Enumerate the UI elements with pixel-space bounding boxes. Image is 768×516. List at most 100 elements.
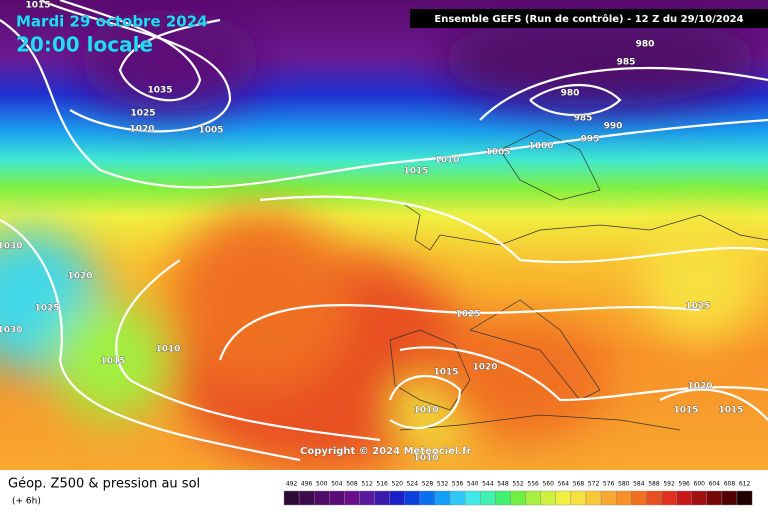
isobar-label: 985 (617, 58, 636, 68)
isobar-label: 990 (604, 122, 623, 132)
legend-label: 524 (407, 481, 419, 488)
legend-swatch (359, 490, 375, 506)
legend-swatch (736, 490, 753, 506)
isobar-label: 1015 (433, 368, 458, 378)
copyright: Copyright © 2024 Meteociel.fr (300, 446, 471, 457)
isobar-label: 980 (561, 89, 580, 99)
legend-label: 556 (527, 481, 539, 488)
isobar-label: 1020 (129, 125, 154, 135)
isobar-label: 1030 (0, 242, 23, 252)
legend-swatch (434, 490, 451, 506)
color-legend: 492 496 500 504 508 512 516 520 524 528 532 536 540 5… (283, 481, 753, 506)
legend-swatch (283, 490, 300, 506)
legend-label: 608 (724, 481, 736, 488)
legend-swatch (585, 490, 602, 506)
isobar-label: 1005 (485, 148, 510, 158)
legend-label: 576 (603, 481, 615, 488)
field-blobs (0, 10, 760, 470)
legend-swatch (616, 490, 632, 506)
isobars (0, 0, 768, 460)
legend-label: 528 (422, 481, 434, 488)
legend-label: 580 (618, 481, 630, 488)
legend-label: 520 (392, 481, 404, 488)
legend-swatch (480, 490, 496, 506)
isobar-label: 985 (574, 114, 593, 124)
isobar-label: 1005 (198, 126, 223, 136)
footer-title: Géop. Z500 & pression au sol (8, 477, 200, 492)
legend-label: 536 (452, 481, 464, 488)
legend-swatch (465, 490, 481, 506)
legend-swatch (570, 490, 587, 506)
isobar-label: 1020 (472, 363, 497, 373)
isobar-label: 1010 (413, 406, 438, 416)
legend-swatch (600, 490, 617, 506)
legend-swatch (646, 490, 662, 506)
legend-swatch (525, 490, 541, 506)
forecast-lead: (+ 6h) (12, 497, 41, 507)
legend-label: 532 (437, 481, 449, 488)
isobar-label: 1010 (155, 345, 180, 355)
legend-label: 584 (633, 481, 645, 488)
legend-swatch (314, 490, 330, 506)
legend-label: 568 (573, 481, 585, 488)
isobar-label: 1015 (718, 406, 743, 416)
legend-swatch (676, 490, 692, 506)
legend-swatch (344, 490, 360, 506)
local-time: 20:00 locale (16, 33, 153, 57)
legend-swatch (555, 490, 572, 506)
legend-label: 604 (709, 481, 721, 488)
legend-label: 492 (286, 481, 298, 488)
legend-label: 512 (361, 481, 373, 488)
legend-swatch (691, 490, 708, 506)
legend-swatch (374, 490, 390, 506)
legend-swatch (721, 490, 738, 506)
isobar-label: 1015 (25, 1, 50, 11)
legend-swatch (329, 490, 345, 506)
legend-label: 548 (497, 481, 509, 488)
legend-label: 496 (301, 481, 313, 488)
legend-label: 612 (739, 481, 751, 488)
isobar-label: 1025 (685, 302, 710, 312)
date-title: Mardi 29 octobre 2024 (16, 13, 208, 31)
legend-swatch (706, 490, 723, 506)
legend-label: 560 (543, 481, 555, 488)
isobar-label: 995 (581, 135, 600, 145)
legend-label: 540 (467, 481, 479, 488)
isobar-label: 1025 (34, 304, 59, 314)
legend-label: 572 (588, 481, 600, 488)
legend-swatch (449, 490, 466, 506)
isobar-label: 1015 (673, 406, 698, 416)
isobar-label: 1010 (413, 454, 438, 464)
isobar-label: 1025 (130, 109, 155, 119)
legend-swatch (540, 490, 557, 506)
run-info: Ensemble GEFS (Run de contrôle) - 12 Z d… (434, 13, 743, 25)
legend-swatch (389, 490, 406, 506)
legend-label: 552 (512, 481, 524, 488)
legend-swatch (661, 490, 677, 506)
legend-swatch (631, 490, 647, 506)
legend-swatch (495, 490, 511, 506)
isobar-label: 1010 (434, 156, 459, 166)
legend-swatch (404, 490, 421, 506)
legend-label: 500 (316, 481, 328, 488)
isobar-label: 1020 (687, 382, 712, 392)
isobar-label: 1030 (0, 326, 23, 336)
isobar-label: 980 (636, 40, 655, 50)
legend-swatch (419, 490, 436, 506)
legend-label: 592 (663, 481, 675, 488)
isobar-label: 1015 (403, 167, 428, 177)
legend-swatch (510, 490, 526, 506)
legend-label: 588 (648, 481, 660, 488)
legend-label: 596 (678, 481, 690, 488)
legend-label: 516 (376, 481, 388, 488)
isobar-label: 1015 (100, 357, 125, 367)
legend-label: 508 (346, 481, 358, 488)
legend-label: 544 (482, 481, 494, 488)
run-banner (410, 9, 768, 28)
legend-swatch (298, 490, 315, 506)
isobar-label: 1025 (455, 310, 480, 320)
legend-label: 564 (558, 481, 570, 488)
isobar-label: 1000 (528, 142, 553, 152)
